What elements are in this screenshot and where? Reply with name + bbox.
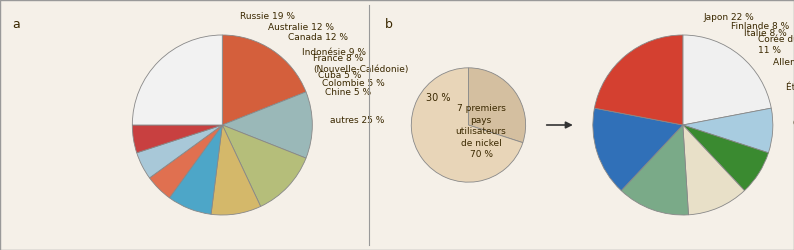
Text: Italie 8 %: Italie 8 % — [744, 30, 787, 38]
Text: Australie 12 %: Australie 12 % — [268, 22, 334, 32]
Wedge shape — [683, 108, 773, 153]
Wedge shape — [468, 68, 526, 143]
Text: Cuba 5 %: Cuba 5 % — [318, 71, 361, 80]
Text: Colombie 5 %: Colombie 5 % — [322, 79, 385, 88]
Wedge shape — [222, 35, 306, 125]
Wedge shape — [411, 68, 522, 182]
Wedge shape — [595, 35, 683, 125]
Text: Russie 19 %: Russie 19 % — [241, 12, 295, 21]
Wedge shape — [133, 125, 222, 153]
Wedge shape — [683, 35, 771, 125]
Text: 7 premiers
pays
utilisateurs
de nickel
70 %: 7 premiers pays utilisateurs de nickel 7… — [456, 104, 507, 159]
Text: b: b — [385, 18, 393, 30]
Text: 30 %: 30 % — [426, 92, 451, 102]
Wedge shape — [222, 125, 306, 206]
Wedge shape — [149, 125, 222, 198]
Text: France 8 %
(Nouvelle-Calédonie): France 8 % (Nouvelle-Calédonie) — [314, 54, 409, 74]
Text: a: a — [12, 18, 20, 30]
Text: États-Unis 16 %: États-Unis 16 % — [786, 83, 794, 92]
Text: Chine 22 %: Chine 22 % — [792, 118, 794, 128]
Wedge shape — [683, 125, 745, 215]
Text: Canada 12 %: Canada 12 % — [288, 33, 349, 42]
Wedge shape — [137, 125, 222, 178]
Wedge shape — [133, 35, 222, 125]
Wedge shape — [593, 108, 683, 190]
Wedge shape — [621, 125, 688, 215]
Text: Finlande 8 %: Finlande 8 % — [731, 22, 789, 31]
Wedge shape — [222, 92, 312, 158]
Text: Chine 5 %: Chine 5 % — [326, 88, 372, 97]
Wedge shape — [169, 125, 222, 214]
Wedge shape — [683, 125, 769, 190]
Text: Allemagne 13 %: Allemagne 13 % — [773, 58, 794, 67]
Text: Corée du Sud
11 %: Corée du Sud 11 % — [758, 35, 794, 56]
Text: Indonésie 9 %: Indonésie 9 % — [302, 48, 366, 56]
Text: autres 25 %: autres 25 % — [330, 116, 384, 125]
Text: Japon 22 %: Japon 22 % — [703, 13, 754, 22]
Wedge shape — [211, 125, 260, 215]
